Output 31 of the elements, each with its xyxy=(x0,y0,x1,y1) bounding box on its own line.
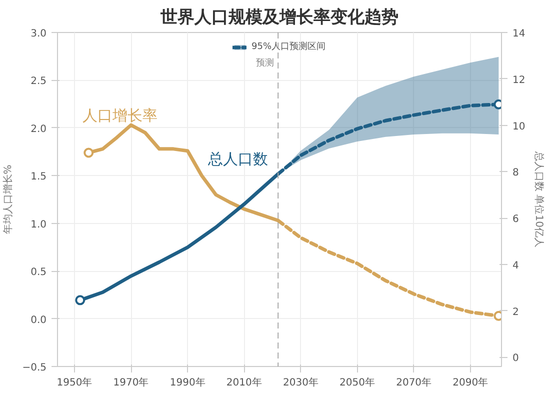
x-tick-label: 2010年 xyxy=(226,376,262,388)
y-tick-label: 1.0 xyxy=(30,219,47,230)
y-tick-label: 2.0 xyxy=(30,124,47,135)
y-tick-label: 0.5 xyxy=(30,267,47,278)
x-tick-label: 2070年 xyxy=(396,376,432,388)
y2-tick-label: 12 xyxy=(512,74,526,86)
x-tick-label: 2030年 xyxy=(282,376,318,388)
x-tick-label: 1950年 xyxy=(56,376,92,388)
y-axis-title: 年均人口增长% xyxy=(2,164,14,234)
x-tick-label: 1970年 xyxy=(113,376,149,388)
y-tick-label: 0.0 xyxy=(30,314,47,326)
y2-tick-label: 10 xyxy=(512,121,526,132)
x-tick-label: 1990年 xyxy=(170,376,206,388)
y2-tick-label: 2 xyxy=(512,306,519,318)
legend-label: 95%人口预测区间 xyxy=(251,40,326,53)
ref-line-label: 预测 xyxy=(256,58,274,68)
y2-tick-label: 6 xyxy=(512,214,519,226)
series-label: 总人口数 xyxy=(207,150,268,168)
y2-tick-label: 0 xyxy=(512,353,519,364)
y-tick-label: 3.0 xyxy=(30,28,47,40)
y2-tick-label: 4 xyxy=(512,260,519,272)
y2-axis-title: 总人口数 单位10亿人 xyxy=(533,150,546,248)
y2-tick-label: 14 xyxy=(512,28,526,40)
x-tick-label: 2050年 xyxy=(340,376,375,388)
y-tick-label: 2.5 xyxy=(30,76,47,88)
x-tick-label: 2090年 xyxy=(452,376,488,388)
chart-title: 世界人口规模及增长率变化趋势 xyxy=(160,8,398,28)
y-tick-label: −0.5 xyxy=(22,362,47,374)
y2-tick-label: 8 xyxy=(512,168,519,179)
y-tick-label: 1.5 xyxy=(30,172,47,183)
series-label: 人口增长率 xyxy=(82,106,158,125)
